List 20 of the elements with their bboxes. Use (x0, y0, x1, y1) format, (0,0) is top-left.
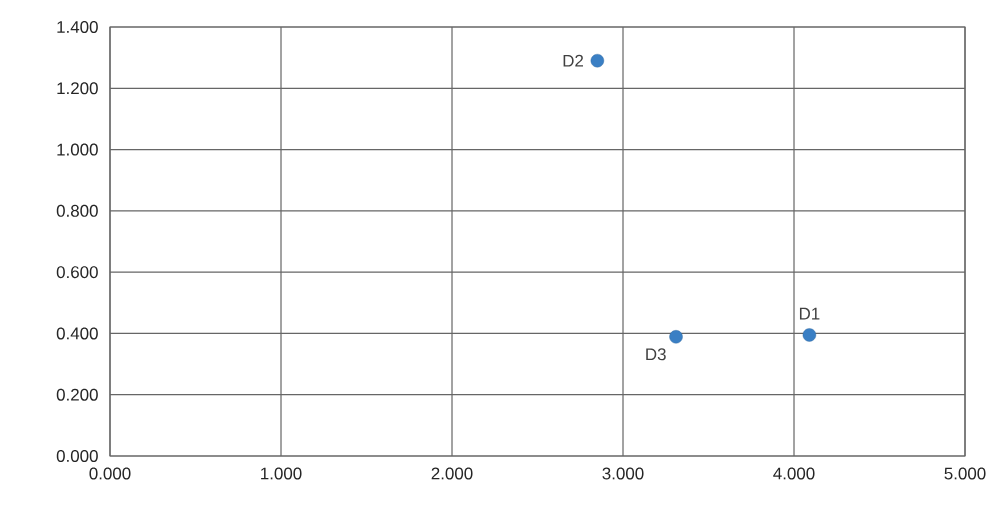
y-tick-label: 0.000 (56, 450, 98, 462)
x-tick-label: 5.000 (944, 467, 986, 480)
x-tick-label: 2.000 (431, 467, 473, 480)
y-tick-label: 1.400 (57, 21, 98, 33)
y-tick-label: 1.000 (57, 143, 98, 156)
x-tick-label: 4.000 (773, 467, 815, 480)
x-tick-label: 0.000 (89, 467, 131, 480)
x-tick-label: 3.000 (602, 467, 644, 480)
y-tick-label: 0.600 (56, 266, 98, 279)
annotation: D2 (563, 54, 584, 67)
y-tick-label: 0.800 (56, 204, 98, 217)
point (590, 54, 605, 68)
point (669, 330, 683, 344)
y-tick-label: 0.200 (56, 388, 98, 401)
x-tick-label: 1.000 (261, 467, 302, 480)
point (802, 328, 817, 342)
annotation: D3 (646, 348, 666, 361)
y-tick-label: 1.200 (57, 82, 98, 95)
annotation: D1 (799, 307, 820, 320)
y-tick-label: 0.400 (56, 327, 98, 340)
